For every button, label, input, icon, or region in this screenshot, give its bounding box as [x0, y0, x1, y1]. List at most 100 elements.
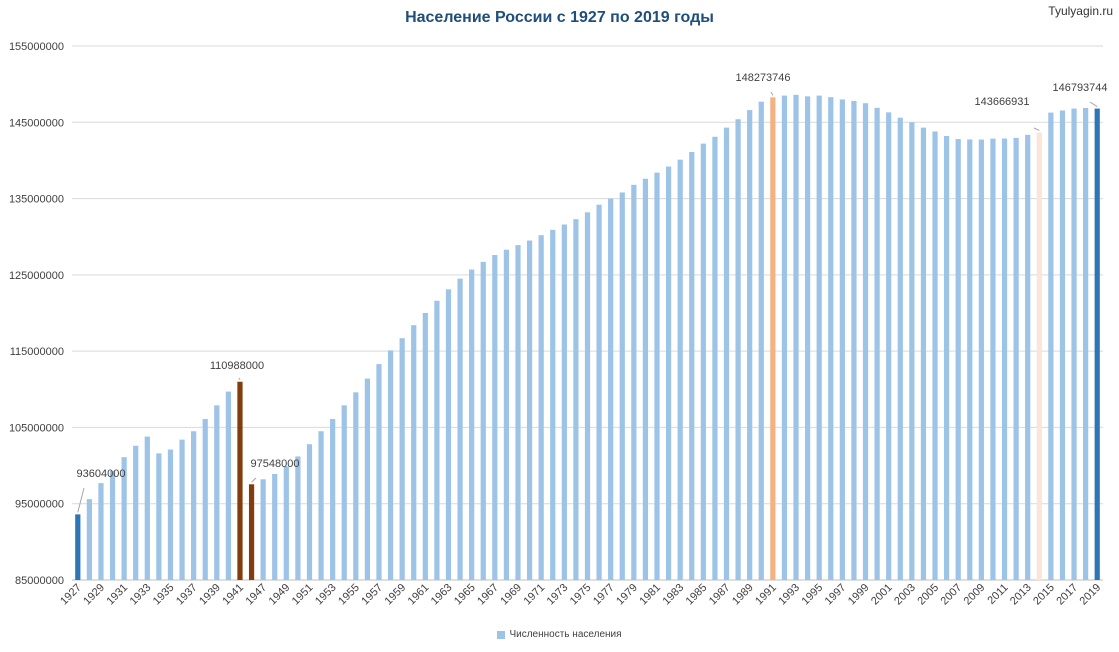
- bar: [735, 119, 741, 580]
- bar: [248, 484, 255, 580]
- x-axis: 1927192919311933193519371939194119471949…: [58, 582, 1103, 608]
- bar: [376, 364, 382, 580]
- bar: [272, 473, 278, 580]
- x-tick-label: 2015: [1031, 582, 1057, 608]
- y-tick-label: 155000000: [9, 41, 64, 53]
- bar: [909, 122, 915, 581]
- x-tick-label: 1963: [429, 582, 455, 608]
- bar: [526, 240, 533, 580]
- x-tick-label: 1993: [776, 582, 802, 608]
- x-tick-label: 1977: [591, 582, 617, 608]
- bar: [990, 138, 996, 581]
- bar: [1025, 134, 1031, 580]
- x-tick-label: 1971: [521, 582, 547, 608]
- data-label: 93604000: [77, 468, 126, 480]
- x-tick-label: 2017: [1054, 582, 1080, 608]
- bar: [781, 95, 788, 580]
- x-tick-label: 1999: [846, 582, 872, 608]
- x-tick-label: 1935: [151, 582, 177, 608]
- data-label: 148273746: [735, 72, 790, 84]
- bar: [944, 136, 950, 580]
- bar: [330, 419, 336, 580]
- chart-title: Население России с 1927 по 2019 годы: [405, 9, 714, 26]
- x-tick-label: 1959: [382, 582, 408, 608]
- x-tick-label: 1929: [81, 582, 107, 608]
- bar: [283, 466, 289, 580]
- data-label-leader: [77, 487, 85, 513]
- bar: [295, 456, 301, 580]
- bar: [503, 249, 510, 580]
- y-tick-label: 95000000: [15, 499, 64, 511]
- data-label-leader: [1033, 127, 1040, 131]
- bar: [584, 212, 591, 580]
- bar: [353, 392, 359, 580]
- bar: [364, 378, 371, 580]
- bar: [202, 419, 208, 580]
- data-label: 97548000: [251, 458, 300, 470]
- bar: [770, 97, 776, 580]
- data-label: 146793744: [1052, 82, 1107, 94]
- bar: [167, 449, 174, 580]
- bar: [457, 278, 463, 580]
- bar: [700, 143, 706, 580]
- legend-label: Численность населения: [509, 629, 622, 640]
- x-tick-label: 1997: [823, 582, 849, 608]
- bar: [214, 405, 220, 580]
- bar: [816, 95, 822, 580]
- bar: [1083, 107, 1089, 580]
- y-axis: 85000000 95000000 105000000 115000000 125000…: [9, 41, 1103, 587]
- bar: [631, 184, 637, 580]
- bar: [1013, 137, 1019, 580]
- bar: [712, 136, 718, 580]
- bar: [967, 139, 973, 580]
- bar: [828, 97, 834, 581]
- x-tick-label: 1953: [313, 582, 339, 608]
- bar: [515, 245, 521, 580]
- bar: [341, 405, 347, 580]
- x-tick-label: 1965: [452, 582, 478, 608]
- bar: [260, 479, 266, 580]
- x-tick-label: 1989: [730, 582, 756, 608]
- x-tick-label: 2019: [1078, 582, 1104, 608]
- bar: [851, 100, 857, 580]
- x-tick-label: 1995: [800, 582, 826, 608]
- x-tick-label: 1981: [637, 582, 663, 608]
- data-labels: 93604000 110988000 97548000 148273746 143666…: [77, 72, 1108, 513]
- x-tick-label: 1969: [498, 582, 524, 608]
- x-tick-label: 2013: [1008, 582, 1034, 608]
- y-tick-label: 125000000: [9, 270, 64, 282]
- data-label: 110988000: [210, 360, 264, 372]
- x-tick-label: 1983: [660, 582, 686, 608]
- bar: [121, 457, 127, 580]
- bar: [839, 99, 845, 581]
- bar: [469, 269, 475, 580]
- bar: [318, 431, 324, 580]
- bar: [191, 431, 197, 580]
- bar: [1094, 108, 1100, 580]
- bar: [179, 439, 185, 580]
- bar: [932, 131, 938, 580]
- bars: [75, 94, 1100, 581]
- x-tick-label: 1949: [267, 582, 293, 608]
- bar: [225, 391, 231, 580]
- x-tick-label: 2003: [892, 582, 918, 608]
- bar: [561, 224, 567, 580]
- bar: [480, 261, 486, 580]
- bar: [422, 313, 428, 580]
- data-label-leader: [251, 477, 257, 483]
- bar: [109, 470, 116, 580]
- bar: [665, 166, 672, 580]
- x-tick-label: 1951: [290, 582, 316, 608]
- bar: [747, 110, 753, 580]
- x-tick-label: 1957: [359, 582, 385, 608]
- x-tick-label: 1967: [475, 582, 501, 608]
- bar: [862, 103, 869, 580]
- bar: [538, 235, 544, 580]
- bar: [723, 127, 730, 580]
- x-tick-label: 1979: [614, 582, 640, 608]
- bar: [978, 139, 984, 580]
- bar: [156, 453, 162, 580]
- bar: [886, 112, 892, 581]
- bar: [573, 219, 579, 580]
